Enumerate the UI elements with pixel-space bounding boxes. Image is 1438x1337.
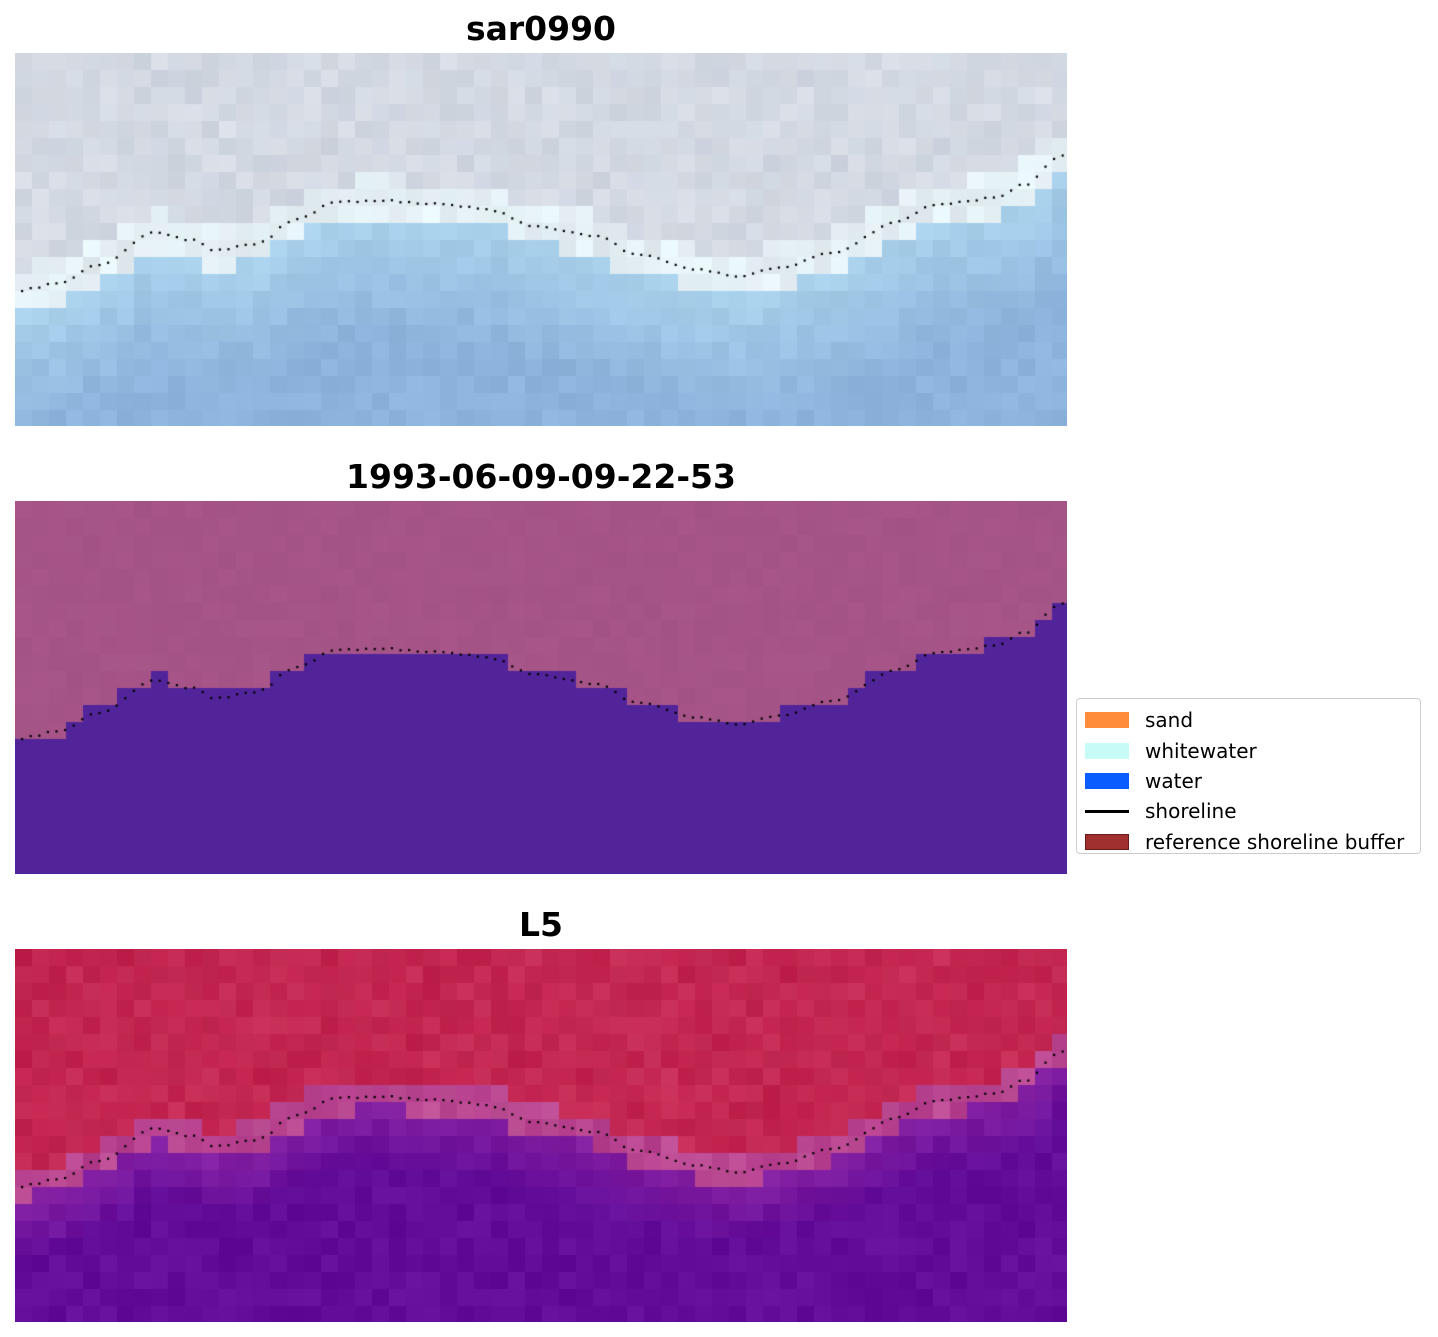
panel-title-rgb: sar0990 (465, 9, 617, 48)
panel-title-index: L5 (519, 905, 563, 944)
legend-label-sand: sand (1145, 708, 1194, 733)
shoreline-line-swatch (1085, 803, 1129, 819)
legend-label-shoreline: shoreline (1145, 799, 1237, 824)
legend-item-sand: sand (1085, 705, 1420, 735)
panel-title-classified: 1993-06-09-09-22-53 (346, 457, 736, 496)
whitewater-swatch (1085, 742, 1129, 759)
reference-shoreline-buffer-swatch (1085, 833, 1129, 850)
sand-swatch (1085, 712, 1129, 729)
legend-label-whitewater: whitewater (1145, 738, 1257, 763)
classified-image-panel (15, 501, 1067, 874)
legend: sand whitewater water shoreline referenc… (1076, 698, 1421, 854)
legend-item-water: water (1085, 766, 1420, 796)
legend-label-reference-shoreline-buffer: reference shoreline buffer (1145, 829, 1405, 854)
legend-label-water: water (1145, 768, 1202, 793)
legend-item-shoreline: shoreline (1085, 796, 1420, 826)
index-image-panel (15, 949, 1067, 1322)
legend-item-reference-shoreline-buffer: reference shoreline buffer (1085, 827, 1420, 857)
legend-item-whitewater: whitewater (1085, 735, 1420, 765)
rgb-image-panel (15, 53, 1067, 426)
water-swatch (1085, 772, 1129, 789)
